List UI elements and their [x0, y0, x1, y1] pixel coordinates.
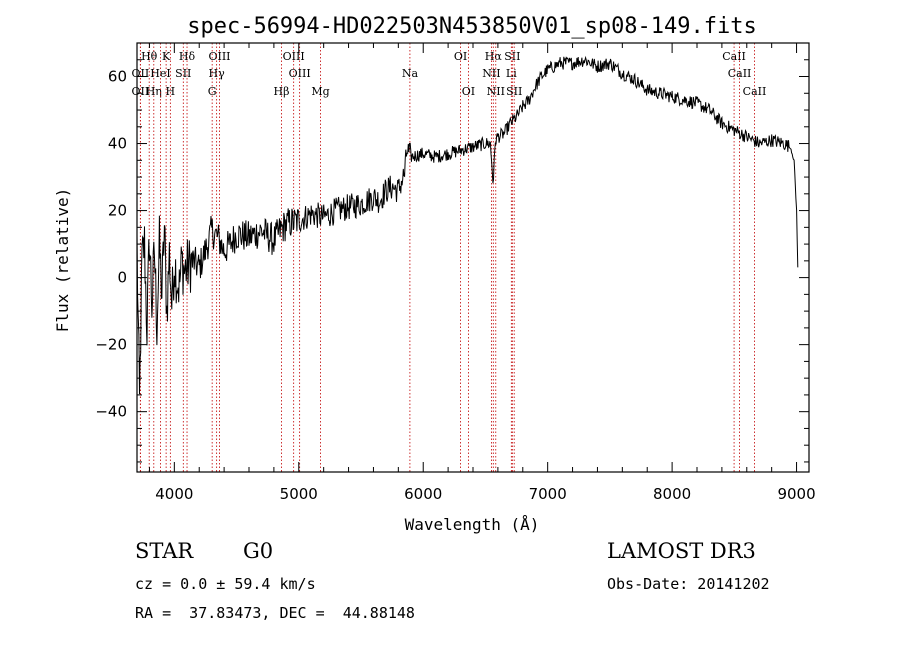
line-label: OIII: [208, 50, 230, 63]
line-label: SII: [175, 67, 191, 80]
line-label: H: [166, 85, 176, 98]
y-tick-label: 20: [108, 202, 127, 220]
line-label: Hα: [485, 50, 503, 63]
axis-ticks: 4000 5000 6000 7000 8000 9000 −40 −20 0 20 40 60: [95, 43, 816, 503]
x-tick-label: 5000: [280, 485, 318, 503]
x-tick-label: 6000: [404, 485, 442, 503]
line-label: K: [162, 50, 171, 63]
line-label: OI: [454, 50, 467, 63]
y-axis-label: Flux (relative): [53, 188, 72, 333]
line-label: CaII: [743, 85, 767, 98]
object-subclass: G0: [243, 539, 274, 563]
y-tick-label: 40: [108, 135, 127, 153]
line-label: NII: [482, 67, 500, 80]
y-tick-label: −40: [95, 403, 127, 421]
line-label: G: [208, 85, 217, 98]
x-tick-label: 9000: [777, 485, 815, 503]
line-label: Mg: [311, 85, 329, 98]
line-label: OIII: [289, 67, 311, 80]
survey-name: LAMOST DR3: [607, 539, 756, 563]
line-label: CaII: [728, 67, 752, 80]
x-tick-label: 4000: [155, 485, 193, 503]
line-label: Hθ: [141, 50, 158, 63]
line-label: OI: [462, 85, 475, 98]
y-tick-label: −20: [95, 336, 127, 354]
x-tick-label: 7000: [529, 485, 567, 503]
line-label: HeI: [150, 67, 170, 80]
x-axis-label: Wavelength (Å): [405, 515, 540, 534]
line-label: OIII: [283, 50, 305, 63]
line-label: Hβ: [274, 85, 290, 98]
observation-date: Obs-Date: 20141202: [607, 575, 770, 593]
coordinates: RA = 37.83473, DEC = 44.88148: [135, 604, 415, 622]
line-label: SII: [504, 50, 520, 63]
line-label: OII: [132, 85, 150, 98]
line-label: SII: [506, 85, 522, 98]
x-tick-label: 8000: [653, 485, 691, 503]
object-class: STAR: [135, 539, 194, 563]
y-tick-label: 0: [117, 269, 127, 287]
line-label: CaII: [722, 50, 746, 63]
line-label: Hδ: [179, 50, 196, 63]
line-label: Hη: [146, 85, 162, 98]
y-tick-label: 60: [108, 68, 127, 86]
line-label: Li: [506, 67, 517, 80]
spectrum-line: [136, 55, 799, 395]
redshift-value: cz = 0.0 ± 59.4 km/s: [135, 575, 316, 593]
chart-title: spec-56994-HD022503N453850V01_sp08-149.f…: [187, 14, 757, 39]
line-label: NII: [487, 85, 505, 98]
line-label: Hγ: [209, 67, 226, 80]
line-label: Na: [402, 67, 419, 80]
